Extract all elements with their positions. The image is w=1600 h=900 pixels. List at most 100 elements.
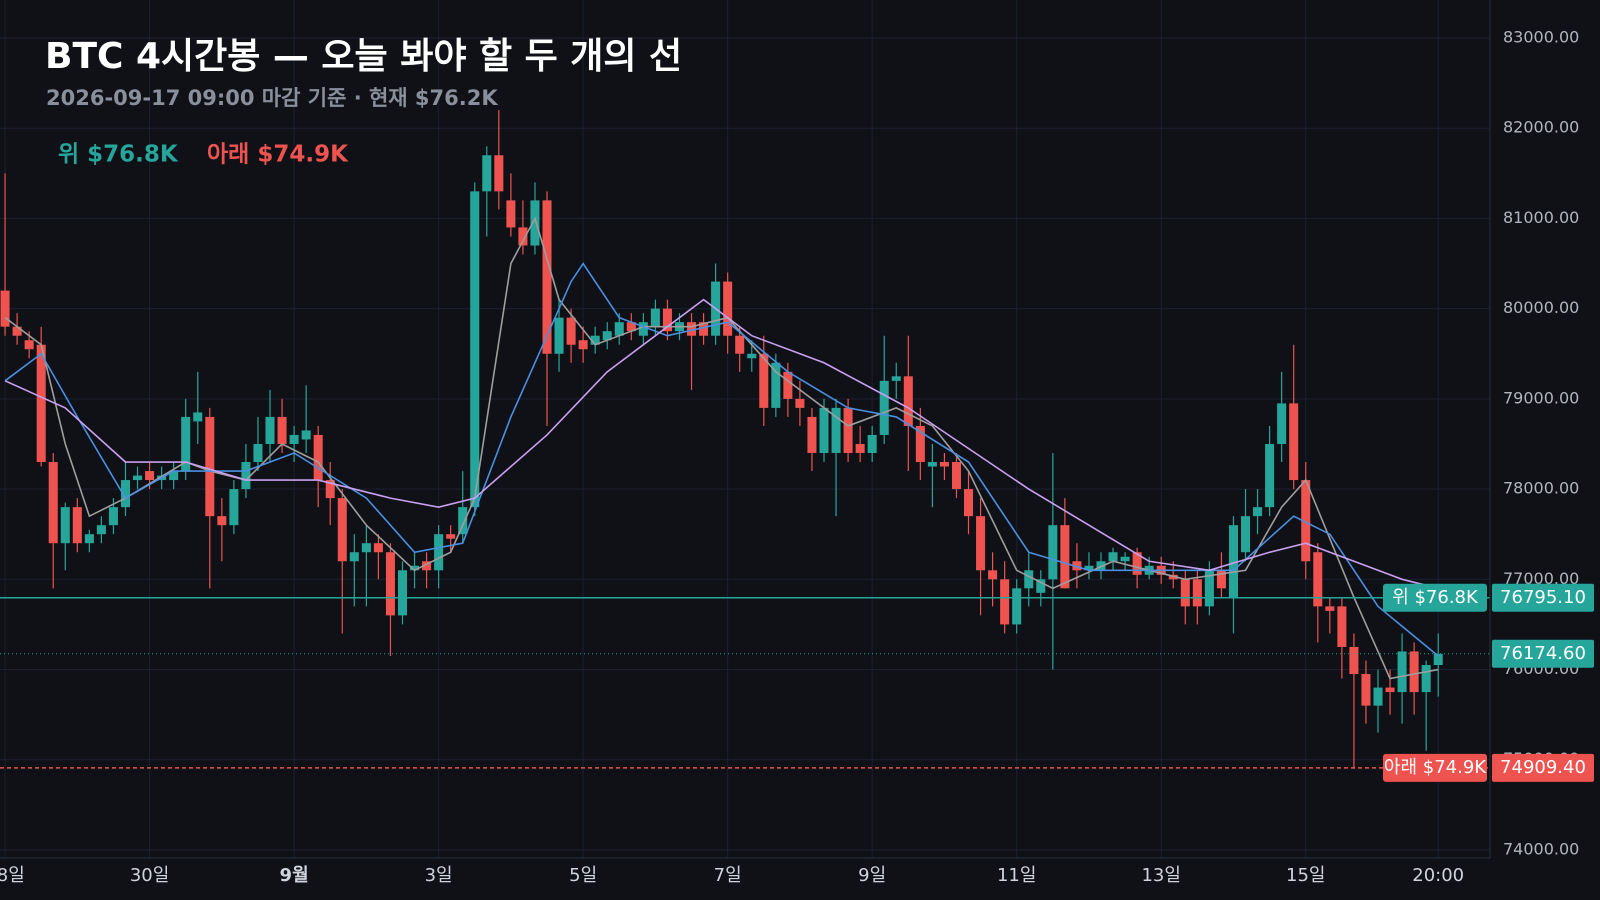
candle-body — [662, 308, 672, 332]
candle-body — [879, 380, 889, 435]
candle-body — [1060, 525, 1070, 589]
candle-body — [446, 534, 456, 539]
candle-body — [1337, 606, 1347, 647]
candle-body — [687, 322, 697, 336]
candle-body — [1373, 687, 1383, 706]
price-tag — [1492, 583, 1594, 612]
candle-body — [699, 322, 709, 336]
x-tick-label: 7일 — [714, 865, 742, 886]
y-tick-label: 78000.00 — [1503, 479, 1579, 498]
candle-body — [1000, 579, 1010, 625]
candle-body — [169, 471, 179, 481]
candle-body — [1132, 552, 1142, 575]
candle-body — [96, 525, 106, 535]
candle-body — [36, 344, 46, 463]
price-tag-label: 76795.10 — [1500, 587, 1586, 608]
candle-body — [1120, 556, 1130, 562]
candle-body — [217, 516, 227, 526]
candle-body — [1048, 525, 1058, 580]
level-name-tag — [1383, 583, 1487, 612]
candle-body — [205, 416, 215, 517]
candle-body — [771, 362, 781, 408]
candle-body — [1084, 565, 1094, 571]
candle-body — [1241, 516, 1251, 553]
candle-body — [747, 353, 757, 359]
level-name-tag — [1383, 753, 1487, 782]
x-tick-label: 9일 — [858, 865, 886, 886]
candle-body — [397, 570, 408, 616]
candle-body — [253, 443, 263, 463]
candle-body — [385, 552, 395, 616]
candle-body — [988, 570, 998, 580]
x-tick-label: 3일 — [425, 865, 453, 886]
candle-body — [1036, 579, 1046, 593]
candle-body — [939, 462, 949, 467]
candle-body — [1216, 570, 1226, 589]
candle-body — [554, 317, 564, 354]
candle-body — [24, 340, 34, 350]
candle-body — [518, 227, 528, 246]
candle-body — [506, 200, 516, 228]
candle-body — [229, 489, 239, 526]
candle-body — [626, 322, 636, 332]
candle-body — [542, 200, 552, 354]
chart-subtitle: 2026-09-17 09:00 마감 기준 · 현재 $76.2K — [46, 86, 498, 110]
candle-body — [578, 340, 588, 350]
candle-body — [795, 398, 805, 408]
candle-body — [1421, 665, 1431, 693]
candle-body — [60, 507, 70, 544]
candle-body — [1277, 403, 1287, 444]
candle-body — [1409, 651, 1419, 693]
candle-body — [1228, 525, 1238, 598]
x-tick-label: 15일 — [1286, 865, 1325, 886]
candle-body — [482, 155, 492, 192]
legend-entry: 아래 $74.9K — [207, 142, 349, 168]
candle-body — [1385, 687, 1395, 693]
candle-body — [145, 471, 155, 481]
x-tick-label: 28일 — [0, 865, 25, 886]
level-name-label: 아래 $74.9K — [1384, 757, 1487, 778]
candle-body — [434, 534, 444, 571]
candle-body — [590, 335, 600, 345]
candle-body — [337, 498, 347, 562]
candle-body — [807, 416, 817, 453]
y-tick-label: 74000.00 — [1503, 839, 1579, 858]
candle-body — [12, 326, 22, 336]
candle-body — [976, 516, 986, 571]
candle-body — [361, 543, 371, 553]
level-name-label: 위 $76.8K — [1392, 587, 1479, 608]
candle-body — [843, 407, 853, 453]
y-tick-label: 79000.00 — [1503, 388, 1579, 407]
candle-body — [855, 443, 865, 453]
candle-body — [602, 331, 612, 341]
candle-body — [530, 200, 540, 246]
candle-body — [951, 462, 961, 490]
x-tick-label: 13일 — [1141, 865, 1180, 886]
candle-body — [759, 353, 769, 408]
candle-body — [373, 543, 383, 553]
price-tag-label: 74909.40 — [1500, 757, 1586, 778]
candle-body — [241, 462, 251, 490]
candle-body — [72, 507, 82, 544]
candle-body — [650, 308, 660, 327]
candle-body — [1325, 606, 1335, 611]
price-tag — [1492, 639, 1594, 668]
candle-body — [1024, 570, 1034, 589]
chart-title: BTC 4시간봉 — 오늘 봐야 할 두 개의 선 — [45, 36, 682, 77]
candle-body — [1180, 579, 1190, 607]
candle-body — [783, 371, 793, 399]
candle-body — [723, 281, 733, 336]
candle-body — [84, 534, 94, 544]
candle-body — [1108, 552, 1118, 562]
x-tick-label: 20:00 — [1412, 865, 1464, 886]
candle-body — [1433, 653, 1443, 666]
candle-body — [903, 376, 913, 426]
candle-body — [133, 475, 143, 481]
candle-body — [867, 434, 877, 453]
candle-body — [494, 155, 504, 192]
x-tick-label: 5일 — [569, 865, 597, 886]
candle-body — [964, 489, 974, 517]
y-tick-label: 82000.00 — [1503, 118, 1579, 137]
x-tick-label: 11일 — [997, 865, 1036, 886]
